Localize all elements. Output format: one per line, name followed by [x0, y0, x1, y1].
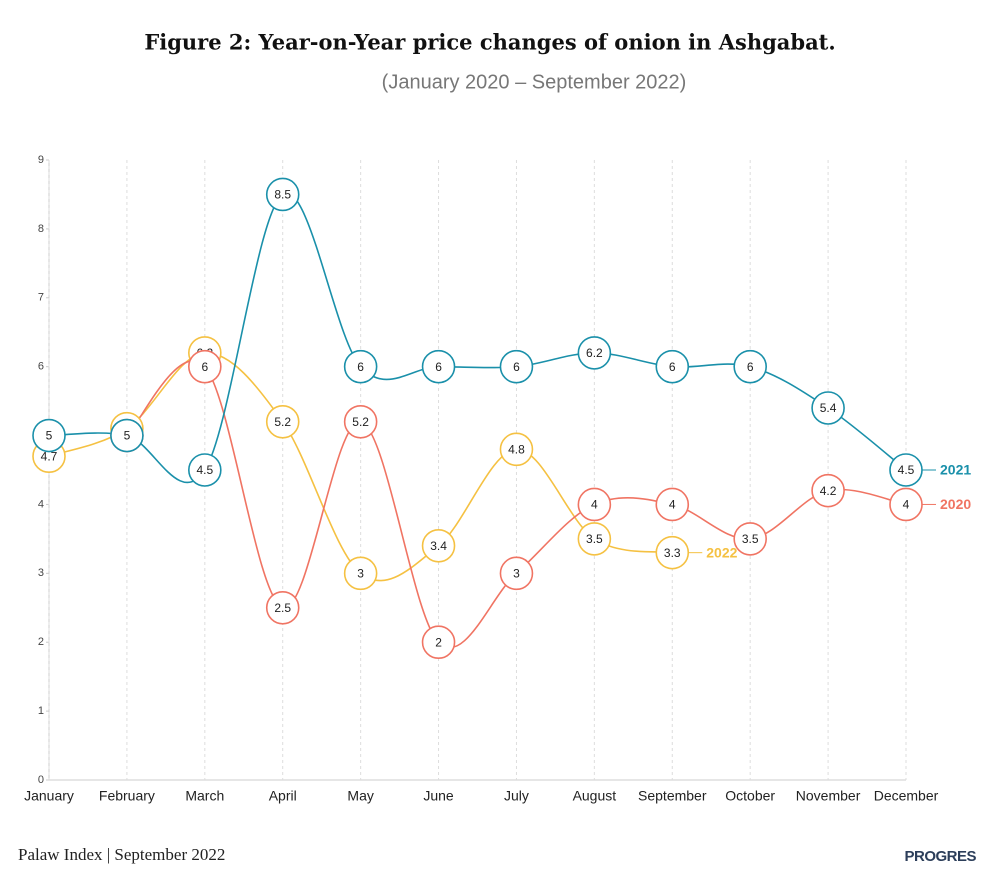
point — [343, 404, 378, 439]
value-label: 4.5 — [196, 463, 213, 477]
value-label: 3 — [357, 567, 364, 581]
point — [655, 487, 690, 522]
point — [421, 625, 456, 660]
point — [188, 453, 222, 487]
y-tick-label: 2 — [38, 636, 44, 648]
value-label: 4.5 — [898, 463, 915, 477]
point — [343, 349, 378, 384]
point — [110, 418, 144, 453]
value-label: 4 — [903, 498, 910, 512]
point — [265, 404, 300, 439]
value-label: 6 — [513, 360, 520, 374]
value-label: 2 — [435, 635, 442, 649]
x-tick-label: May — [347, 788, 373, 804]
x-tick-label: April — [269, 788, 297, 804]
chart-subtitle: (January 2020 – September 2022) — [382, 71, 687, 93]
point — [811, 391, 845, 425]
x-tick-label: December — [874, 788, 939, 804]
y-tick-label: 9 — [38, 154, 44, 166]
legend-label: 2020 — [940, 496, 971, 512]
value-label: 4.2 — [820, 484, 837, 498]
value-label: 3.5 — [742, 532, 759, 546]
point — [265, 177, 300, 212]
x-tick-label: March — [185, 788, 224, 804]
value-label: 3 — [513, 567, 520, 581]
point — [811, 473, 845, 508]
value-label: 6 — [357, 360, 364, 374]
y-tick-label: 1 — [38, 705, 44, 717]
value-label: 6 — [435, 360, 442, 374]
x-tick-label: September — [638, 788, 707, 804]
value-label: 4 — [591, 498, 598, 512]
point — [499, 432, 534, 467]
value-label: 2.5 — [274, 601, 291, 615]
x-tick-label: July — [504, 788, 529, 804]
value-label: 3.4 — [430, 539, 447, 553]
series-line — [48, 192, 907, 484]
chart-title: Figure 2: Year-on-Year price changes of … — [144, 30, 835, 55]
value-label: 8.5 — [274, 188, 291, 202]
y-tick-label: 3 — [38, 567, 44, 579]
value-label: 3.5 — [586, 532, 603, 546]
x-tick-label: January — [24, 788, 74, 804]
value-label: 5.2 — [274, 415, 291, 429]
value-label: 5 — [124, 429, 131, 443]
legend-label: 2022 — [706, 544, 737, 560]
y-tick-label: 0 — [38, 774, 44, 786]
value-label: 4.8 — [508, 443, 525, 457]
value-label: 4.7 — [41, 449, 58, 463]
y-tick-label: 8 — [38, 223, 44, 235]
point — [499, 349, 534, 384]
point — [733, 349, 767, 384]
x-tick-label: November — [796, 788, 861, 804]
point — [733, 522, 767, 556]
value-label: 4 — [669, 498, 676, 512]
value-label: 6 — [747, 360, 754, 374]
x-tick-label: October — [725, 788, 775, 804]
point — [577, 336, 612, 370]
x-tick-label: June — [423, 788, 454, 804]
logo: PROGRES — [904, 848, 976, 865]
point — [577, 522, 612, 556]
point — [188, 349, 222, 384]
point — [655, 349, 690, 384]
point — [343, 556, 378, 591]
x-tick-label: August — [573, 788, 617, 804]
point — [421, 349, 456, 384]
y-tick-label: 4 — [38, 498, 44, 510]
legend-label: 2021 — [940, 462, 971, 478]
value-label: 3.3 — [664, 546, 681, 560]
point — [265, 590, 300, 625]
value-label: 5 — [46, 429, 53, 443]
value-label: 6 — [669, 360, 676, 374]
point — [32, 418, 66, 453]
x-tick-label: February — [99, 788, 155, 804]
point — [577, 487, 612, 522]
value-label: 5.2 — [352, 415, 369, 429]
y-tick-label: 7 — [38, 292, 44, 304]
point — [421, 528, 456, 563]
value-label: 6.2 — [586, 346, 603, 360]
y-tick-label: 6 — [38, 361, 44, 373]
value-label: 5.4 — [820, 401, 837, 415]
value-label: 6 — [201, 360, 208, 374]
point — [499, 556, 534, 591]
source: Palaw Index | September 2022 — [18, 845, 225, 864]
